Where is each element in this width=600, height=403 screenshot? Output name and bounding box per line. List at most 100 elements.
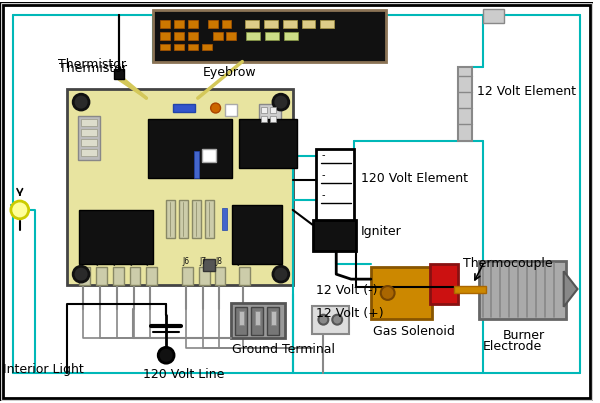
Bar — [113, 267, 124, 285]
Bar — [203, 260, 215, 271]
Circle shape — [332, 315, 342, 325]
Bar — [199, 267, 209, 285]
Text: 12 Volt (-): 12 Volt (-) — [316, 284, 378, 297]
Circle shape — [73, 94, 89, 110]
Text: 12 Volt Element: 12 Volt Element — [476, 85, 575, 98]
Bar — [232, 205, 282, 264]
Text: 120 Volt Line: 120 Volt Line — [143, 368, 225, 381]
Bar — [245, 20, 259, 28]
Text: 12 Volt (+): 12 Volt (+) — [316, 307, 384, 320]
Bar — [174, 32, 184, 40]
Bar — [160, 20, 170, 28]
Bar — [188, 32, 198, 40]
Text: Electrode: Electrode — [482, 341, 542, 353]
Text: J4: J4 — [130, 257, 137, 266]
Bar — [194, 151, 199, 178]
Bar — [179, 200, 188, 238]
Bar — [79, 210, 153, 264]
Bar — [188, 44, 198, 50]
Bar — [67, 89, 293, 285]
Bar — [202, 44, 212, 50]
Bar — [267, 307, 279, 334]
Polygon shape — [563, 271, 578, 307]
Bar — [264, 20, 278, 28]
Bar — [148, 119, 232, 178]
Bar — [81, 149, 97, 156]
Bar — [255, 311, 260, 325]
Bar — [265, 32, 279, 40]
Bar — [283, 20, 296, 28]
Text: Thermistor: Thermistor — [58, 58, 127, 71]
Bar — [221, 20, 232, 28]
Text: -: - — [322, 190, 325, 200]
Circle shape — [381, 286, 395, 300]
Text: Ground Terminal: Ground Terminal — [232, 343, 335, 356]
Bar — [246, 32, 260, 40]
Bar — [174, 20, 184, 28]
Bar — [458, 66, 472, 141]
Bar — [114, 69, 124, 79]
Circle shape — [73, 266, 89, 282]
Bar — [208, 20, 218, 28]
Bar — [226, 32, 236, 40]
Bar — [202, 149, 215, 162]
Text: Thermistor: Thermistor — [59, 62, 127, 75]
Bar — [482, 9, 505, 23]
Text: J8: J8 — [215, 257, 222, 266]
Text: Igniter: Igniter — [361, 225, 402, 238]
Text: J1: J1 — [80, 257, 86, 266]
Text: J6: J6 — [182, 257, 190, 266]
Bar — [251, 307, 263, 334]
Text: 120 Volt Element: 120 Volt Element — [361, 172, 468, 185]
Text: J10: J10 — [238, 257, 249, 266]
Text: Eyebrow: Eyebrow — [203, 66, 256, 79]
Text: Thermocouple: Thermocouple — [463, 258, 553, 270]
Bar — [479, 261, 566, 319]
Bar — [235, 307, 247, 334]
Bar — [270, 107, 276, 113]
Bar — [130, 267, 140, 285]
Bar — [192, 200, 201, 238]
Bar — [153, 10, 386, 62]
Bar — [160, 32, 170, 40]
Text: J3: J3 — [113, 257, 120, 266]
Bar — [313, 220, 356, 251]
Text: -: - — [322, 150, 325, 160]
Bar — [79, 267, 90, 285]
Circle shape — [211, 103, 221, 113]
Bar — [96, 267, 107, 285]
Bar — [270, 116, 276, 122]
Text: Burner: Burner — [502, 328, 545, 342]
Bar — [261, 116, 267, 122]
Bar — [174, 44, 184, 50]
Bar — [81, 129, 97, 136]
Bar — [226, 104, 238, 116]
Bar — [454, 286, 485, 293]
Circle shape — [158, 347, 174, 363]
Bar — [430, 264, 458, 304]
Text: -: - — [322, 170, 325, 180]
Bar — [166, 200, 175, 238]
Bar — [320, 20, 334, 28]
Circle shape — [11, 201, 29, 219]
Bar — [311, 306, 349, 334]
Bar — [284, 32, 298, 40]
Bar — [78, 116, 100, 160]
Bar — [81, 119, 97, 126]
Bar — [316, 149, 354, 247]
Bar — [215, 267, 226, 285]
Bar — [205, 200, 214, 238]
Circle shape — [273, 266, 289, 282]
Circle shape — [273, 94, 289, 110]
Bar — [239, 311, 244, 325]
Bar — [160, 44, 170, 50]
Text: Interior Light: Interior Light — [3, 363, 84, 376]
Bar — [261, 107, 267, 113]
Text: J7: J7 — [199, 257, 206, 266]
Bar — [271, 311, 276, 325]
Circle shape — [319, 315, 328, 325]
Bar — [371, 267, 432, 319]
Bar — [173, 104, 195, 112]
Bar — [146, 267, 157, 285]
Bar — [259, 104, 281, 126]
